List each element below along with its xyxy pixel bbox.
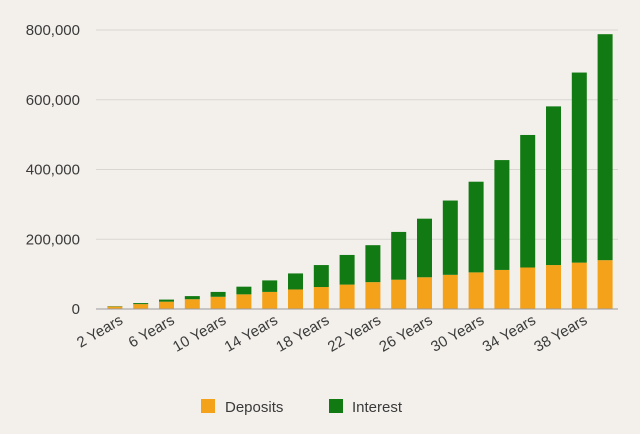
bar-interest-15 (468, 181, 484, 273)
bars (107, 34, 613, 309)
bar-deposits-15 (468, 272, 484, 309)
y-tick-label: 400,000 (26, 162, 80, 179)
x-tick-label: 6 Years (126, 312, 178, 352)
bar-deposits-10 (339, 284, 355, 309)
legend-label-deposits: Deposits (225, 399, 283, 416)
bar-interest-19 (571, 72, 587, 263)
bar-interest-18 (546, 106, 561, 266)
bar-interest-7 (262, 280, 278, 292)
x-tick-label: 10 Years (170, 312, 229, 356)
bar-deposits-4 (184, 299, 200, 309)
bar-deposits-12 (391, 279, 407, 309)
bar-interest-17 (520, 134, 536, 268)
x-tick-label: 14 Years (222, 312, 281, 356)
x-tick-label: 2 Years (74, 312, 126, 352)
bar-deposits-5 (210, 296, 226, 309)
gridlines (96, 29, 618, 240)
x-tick-label: 26 Years (376, 312, 435, 356)
bar-deposits-9 (313, 287, 329, 309)
x-tick-label: 38 Years (531, 312, 590, 356)
bar-deposits-17 (520, 267, 536, 309)
bar-deposits-7 (262, 291, 278, 309)
bar-interest-9 (313, 265, 329, 288)
bar-interest-13 (417, 218, 432, 278)
x-tick-label: 22 Years (325, 312, 384, 356)
bar-interest-6 (236, 286, 252, 295)
bar-deposits-16 (494, 269, 510, 309)
bar-deposits-3 (159, 301, 174, 309)
bar-interest-20 (597, 34, 613, 261)
bar-interest-2 (133, 303, 149, 305)
bar-deposits-1 (107, 306, 123, 309)
legend-swatch-interest (329, 399, 343, 413)
x-tick-label: 30 Years (428, 312, 487, 356)
x-tick-label: 18 Years (273, 312, 332, 356)
legend-label-interest: Interest (352, 399, 403, 416)
bar-interest-3 (159, 299, 174, 302)
bar-interest-16 (494, 160, 510, 270)
bar-interest-10 (339, 254, 355, 285)
legend: Deposits Interest (201, 399, 403, 416)
x-tick-label: 34 Years (480, 312, 539, 356)
bar-deposits-20 (597, 260, 613, 309)
bar-deposits-2 (133, 304, 149, 309)
bar-deposits-19 (571, 262, 587, 309)
bar-interest-8 (288, 273, 303, 290)
bar-deposits-13 (417, 277, 432, 309)
bar-interest-14 (442, 200, 458, 275)
y-axis-ticks: 0 200,000 400,000 600,000 800,000 (26, 22, 80, 318)
y-tick-label: 600,000 (26, 92, 80, 109)
bar-deposits-11 (365, 282, 381, 309)
legend-swatch-deposits (201, 399, 215, 413)
bar-interest-4 (184, 296, 200, 300)
bar-interest-11 (365, 245, 381, 283)
bar-interest-12 (391, 231, 407, 280)
y-tick-label: 0 (72, 301, 80, 318)
bar-deposits-6 (236, 294, 252, 309)
y-tick-label: 200,000 (26, 231, 80, 248)
bar-deposits-18 (546, 265, 561, 309)
bar-deposits-14 (442, 274, 458, 309)
y-tick-label: 800,000 (26, 22, 80, 39)
bar-interest-5 (210, 291, 226, 297)
bar-deposits-8 (288, 289, 303, 309)
